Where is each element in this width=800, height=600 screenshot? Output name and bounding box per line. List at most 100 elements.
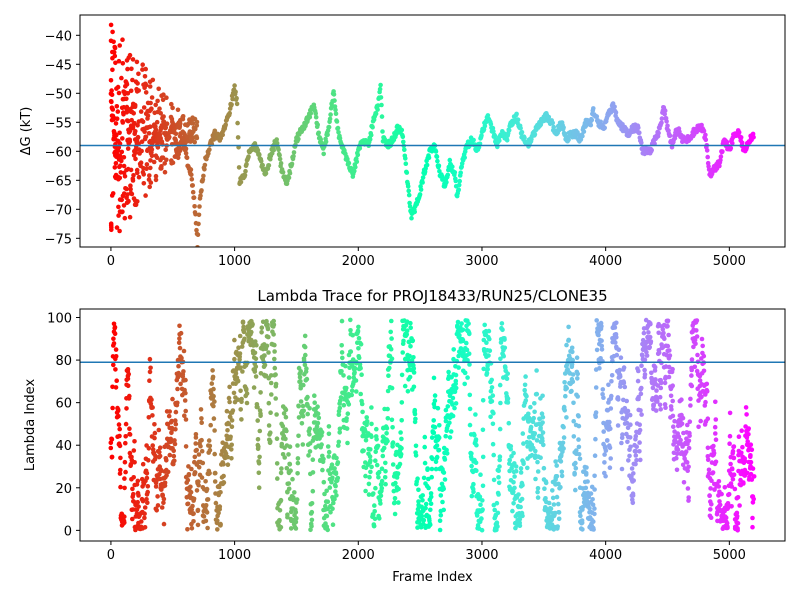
delta-g-x-ticks: 0 1000 2000 3000 4000 5000 <box>107 247 746 269</box>
delta-g-point <box>220 132 225 138</box>
lambda-point <box>212 451 217 457</box>
lambda-point <box>339 343 345 348</box>
delta-g-point <box>352 168 357 174</box>
lambda-point <box>315 411 321 417</box>
lambda-point <box>408 325 414 331</box>
lambda-point <box>523 398 529 403</box>
lambda-point <box>573 460 578 466</box>
lambda-point <box>389 385 395 391</box>
delta-g-point <box>659 120 664 126</box>
lambda-point <box>221 462 226 467</box>
lambda-point <box>438 513 444 518</box>
lambda-point <box>746 432 751 437</box>
lambda-point <box>659 380 664 386</box>
delta-g-point <box>161 119 167 124</box>
delta-g-point <box>232 83 237 88</box>
lambda-point <box>618 355 624 361</box>
delta-g-point <box>594 114 600 119</box>
delta-g-point <box>223 122 228 128</box>
lambda-point <box>277 517 282 523</box>
lambda-point <box>607 445 613 451</box>
lambda-point <box>712 424 718 430</box>
lambda-point <box>229 418 235 423</box>
lambda-point <box>559 469 565 475</box>
lambda-point <box>230 408 236 413</box>
lambda-point <box>562 408 567 413</box>
lambda-point <box>325 444 331 449</box>
delta-g-point <box>142 129 147 134</box>
lambda-point <box>531 415 536 421</box>
lambda-point <box>186 472 191 478</box>
lambda-point <box>147 378 152 384</box>
lambda-point <box>123 469 128 475</box>
delta-g-point <box>287 170 293 176</box>
lambda-point <box>729 504 734 509</box>
lambda-point <box>628 444 633 450</box>
lambda-point <box>428 491 434 496</box>
lambda-point <box>739 428 744 434</box>
delta-g-point <box>346 160 352 166</box>
delta-g-x-tick-label: 2000 <box>342 254 375 269</box>
lambda-point <box>369 405 374 410</box>
lambda-point <box>506 420 512 426</box>
lambda-point <box>634 457 639 463</box>
lambda-point <box>399 400 405 405</box>
lambda-point <box>653 408 659 413</box>
lambda-point <box>564 385 569 391</box>
lambda-point <box>601 429 606 434</box>
lambda-point <box>528 404 533 410</box>
delta-g-point <box>151 159 157 165</box>
lambda-point <box>625 408 631 414</box>
lambda-point <box>118 467 123 473</box>
lambda-point <box>670 413 676 419</box>
lambda-point <box>728 461 733 467</box>
lambda-point <box>473 460 479 466</box>
lambda-point <box>239 399 244 405</box>
delta-g-point <box>739 140 745 146</box>
lambda-point <box>115 407 121 412</box>
lambda-point <box>111 336 116 342</box>
delta-g-point <box>131 121 137 126</box>
lambda-point <box>447 420 452 426</box>
lambda-point <box>208 422 213 428</box>
lambda-point <box>320 467 325 473</box>
lambda-point <box>730 448 736 454</box>
lambda-point <box>735 495 741 500</box>
lambda-point <box>426 485 431 491</box>
lambda-point <box>574 448 579 453</box>
lambda-point <box>336 443 341 448</box>
lambda-point <box>474 442 479 448</box>
lambda-point <box>310 470 316 475</box>
lambda-point <box>122 485 127 491</box>
delta-g-point <box>148 100 153 106</box>
delta-g-point <box>591 106 596 111</box>
delta-g-point <box>109 225 114 230</box>
lambda-point <box>705 416 711 422</box>
lambda-point <box>421 518 427 523</box>
lambda-point <box>593 436 598 442</box>
lambda-point <box>693 341 698 347</box>
lambda-point <box>389 417 395 423</box>
lambda-point <box>467 422 473 428</box>
lambda-point <box>447 435 453 440</box>
lambda-point <box>182 398 188 403</box>
delta-g-point <box>255 148 261 153</box>
lambda-point <box>116 422 122 427</box>
delta-g-y-tick-label: −45 <box>45 58 72 73</box>
lambda-point <box>255 404 260 410</box>
lambda-point <box>736 434 742 440</box>
lambda-point <box>637 427 643 433</box>
lambda-point <box>111 341 117 346</box>
lambda-point <box>593 410 599 415</box>
lambda-point <box>444 447 449 453</box>
lambda-point <box>268 410 273 416</box>
lambda-point <box>306 453 311 458</box>
lambda-point <box>750 515 755 521</box>
lambda-point <box>335 475 341 481</box>
lambda-point <box>614 335 619 340</box>
delta-g-point <box>136 174 142 180</box>
lambda-point <box>576 444 582 450</box>
delta-g-point <box>674 132 679 138</box>
lambda-point <box>150 405 155 410</box>
lambda-point <box>491 452 497 458</box>
